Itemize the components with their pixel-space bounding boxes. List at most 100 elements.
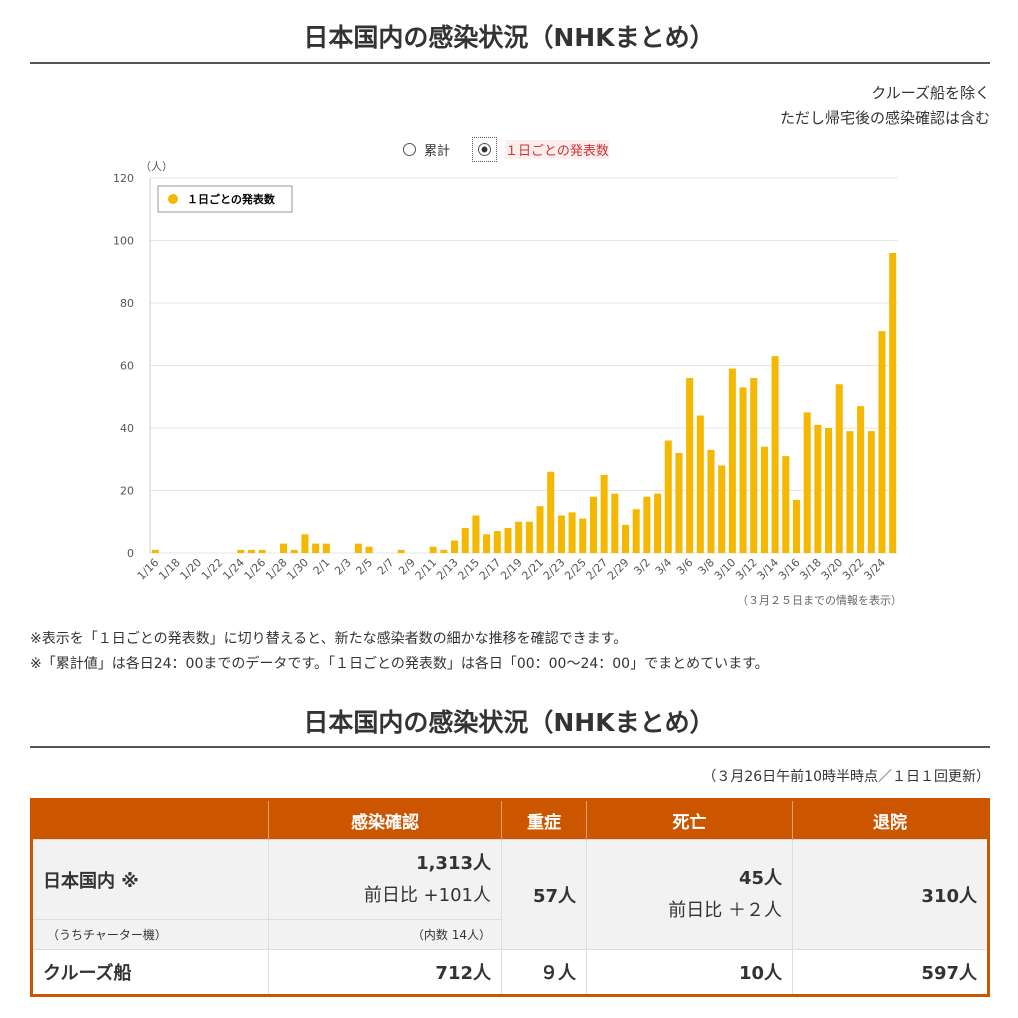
radio[interactable]: [478, 143, 492, 156]
legend: [157, 185, 293, 213]
bar: [547, 471, 555, 553]
x-tick-label: 2/1: [311, 556, 333, 578]
bar: [536, 506, 544, 553]
x-tick-label: 2/7: [375, 556, 397, 578]
bar: [760, 446, 768, 553]
bar: [504, 528, 512, 553]
header: [31, 799, 269, 840]
bar: [290, 549, 298, 553]
y-tick-label: 120: [113, 172, 134, 185]
bar: [461, 528, 469, 553]
cell: クルーズ船: [31, 949, 269, 996]
cell: ９人: [501, 949, 587, 996]
bar: [301, 534, 309, 553]
x-tick-label: 3/4: [653, 556, 675, 578]
note: ※表示を「１日ごとの発表数」に切り替えると、新たな感染者数の細かな推移を確認でき…: [30, 631, 628, 647]
x-tick-label: 3/10: [712, 556, 739, 583]
chart: （人） １日ごとの発表数 （３月２５日までの情報を表示） 0 20 40 60 80 10…: [113, 160, 902, 607]
x-tick-label: 1/30: [284, 556, 311, 583]
bar: [750, 378, 758, 553]
radio-wrap[interactable]: [472, 137, 498, 162]
cell: 597人: [792, 949, 989, 996]
bar: [889, 253, 897, 553]
x-tick-label: 1/28: [263, 556, 290, 583]
y-tick-label: 60: [120, 360, 134, 373]
bar: [782, 456, 790, 553]
bar: [600, 474, 608, 553]
bar: [322, 543, 330, 553]
x-tick-label: 2/23: [541, 556, 568, 583]
x-tick-label: 2/11: [413, 556, 440, 583]
y-tick-label: 20: [120, 485, 134, 498]
bar: [354, 543, 362, 553]
bar: [611, 493, 619, 553]
bar: [397, 549, 405, 553]
cell: 310人: [792, 839, 989, 950]
note: ただし帰宅後の感染確認は含む: [779, 109, 990, 127]
legend-label: １日ごとの発表数: [187, 192, 276, 206]
bar: [632, 509, 640, 553]
bar: [707, 449, 715, 553]
bar: [664, 440, 672, 553]
bar: [589, 496, 597, 553]
x-tick-label: 3/20: [819, 556, 846, 583]
x-tick-label: 2/19: [498, 556, 525, 583]
bar: [515, 521, 523, 553]
bar: [258, 549, 266, 553]
cell: 日本国内 ※: [31, 839, 269, 920]
x-tick-label: 1/22: [199, 556, 226, 583]
bar: [686, 378, 694, 553]
cell: 45人 前日比 ＋２人: [586, 839, 793, 950]
bar: [739, 387, 747, 553]
x-tick-label: 3/12: [733, 556, 760, 583]
header-row: 感染確認 重症 死亡 退院: [31, 799, 989, 840]
bar: [493, 531, 501, 553]
x-tick-label: 3/2: [631, 556, 653, 578]
bar: [878, 331, 886, 553]
header: 退院: [792, 799, 989, 840]
bar: [792, 499, 801, 553]
radio[interactable]: [403, 143, 416, 156]
option[interactable]: １日ごとの発表数: [505, 140, 609, 159]
x-tick-label: 3/14: [755, 556, 782, 583]
bar: [440, 549, 448, 553]
cell: 57人: [501, 839, 587, 950]
x-tick-label: 2/17: [477, 556, 504, 583]
bar: [643, 496, 651, 553]
bar: [247, 549, 256, 553]
note: ※「累計値」は各日24：00までのデータです。「１日ごとの発表数」は各日「00：…: [30, 656, 769, 672]
row: 日本国内 ※ 1,313人 前日比 +101人 57人 45人 前日比 ＋２人 31…: [31, 839, 989, 950]
bar: [472, 515, 480, 553]
value: 1,313人: [416, 852, 491, 874]
bar: [728, 368, 736, 553]
table: 感染確認 重症 死亡 退院 日本国内 ※ 1,313人 前日比 +101人 57人 45…: [30, 798, 990, 997]
bar: [696, 415, 704, 553]
rule: [30, 62, 990, 64]
bar: [621, 524, 630, 553]
bar: [771, 356, 779, 553]
bar: [280, 543, 288, 553]
bar: [867, 431, 875, 553]
x-tick-label: 1/26: [242, 556, 269, 583]
x-tick-label: 2/21: [519, 556, 546, 583]
bar: [857, 406, 865, 553]
bar: [835, 384, 843, 553]
bar: [151, 549, 159, 553]
bar: [654, 493, 662, 553]
x-tick-label: 3/6: [674, 556, 696, 578]
bar: [525, 521, 533, 553]
x-tick-label: 1/24: [220, 556, 247, 583]
header: 感染確認: [268, 799, 502, 840]
y-tick-label: 80: [120, 297, 134, 310]
x-tick-label: 2/15: [455, 556, 482, 583]
x-tick-label: 3/18: [797, 556, 824, 583]
value: 45人: [738, 867, 782, 889]
bar: [718, 465, 726, 553]
option[interactable]: 累計: [424, 144, 451, 159]
title: 日本国内の感染状況（NHKまとめ）: [303, 23, 715, 52]
bar: [803, 412, 811, 553]
bar: [451, 540, 459, 553]
bar: [557, 515, 565, 553]
legend-swatch: [168, 194, 178, 204]
